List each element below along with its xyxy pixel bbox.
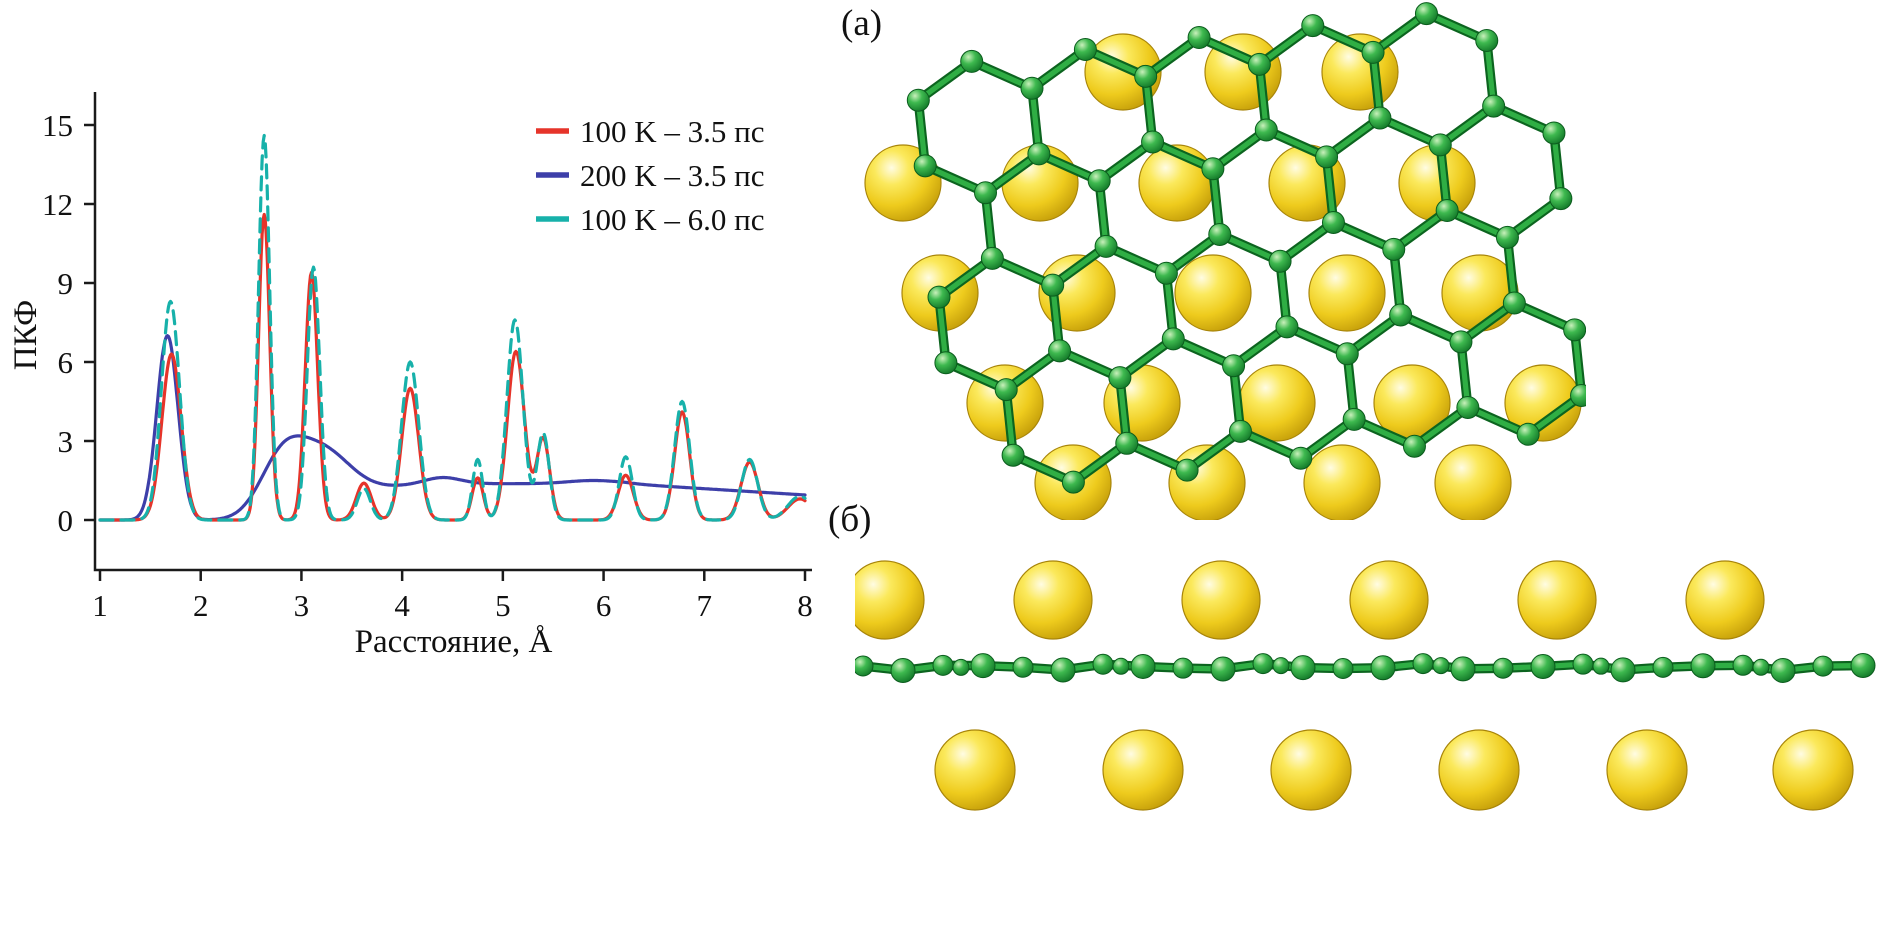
svg-text:8: 8 [797, 588, 813, 623]
svg-text:6: 6 [58, 345, 74, 380]
svg-text:Расстояние, Å: Расстояние, Å [355, 623, 553, 660]
svg-text:15: 15 [42, 108, 73, 143]
svg-text:0: 0 [58, 503, 74, 538]
svg-text:3: 3 [294, 588, 310, 623]
svg-text:ПКФ: ПКФ [8, 300, 44, 370]
svg-text:200 K – 3.5 пс: 200 K – 3.5 пс [580, 158, 765, 193]
svg-text:5: 5 [495, 588, 511, 623]
svg-text:7: 7 [697, 588, 713, 623]
svg-text:6: 6 [596, 588, 612, 623]
panel-b-label: (б) [828, 499, 872, 540]
svg-text:100 K – 6.0 пс: 100 K – 6.0 пс [580, 202, 765, 237]
svg-text:4: 4 [394, 588, 410, 623]
svg-text:100 K – 3.5 пс: 100 K – 3.5 пс [580, 114, 765, 149]
svg-text:3: 3 [58, 424, 74, 459]
svg-text:1: 1 [92, 588, 108, 623]
svg-text:2: 2 [193, 588, 209, 623]
structure-top-view [864, 2, 1586, 520]
panel-a-label: (а) [841, 3, 883, 44]
structure-side-view [855, 560, 1876, 811]
svg-text:9: 9 [58, 266, 74, 301]
svg-text:12: 12 [42, 187, 73, 222]
